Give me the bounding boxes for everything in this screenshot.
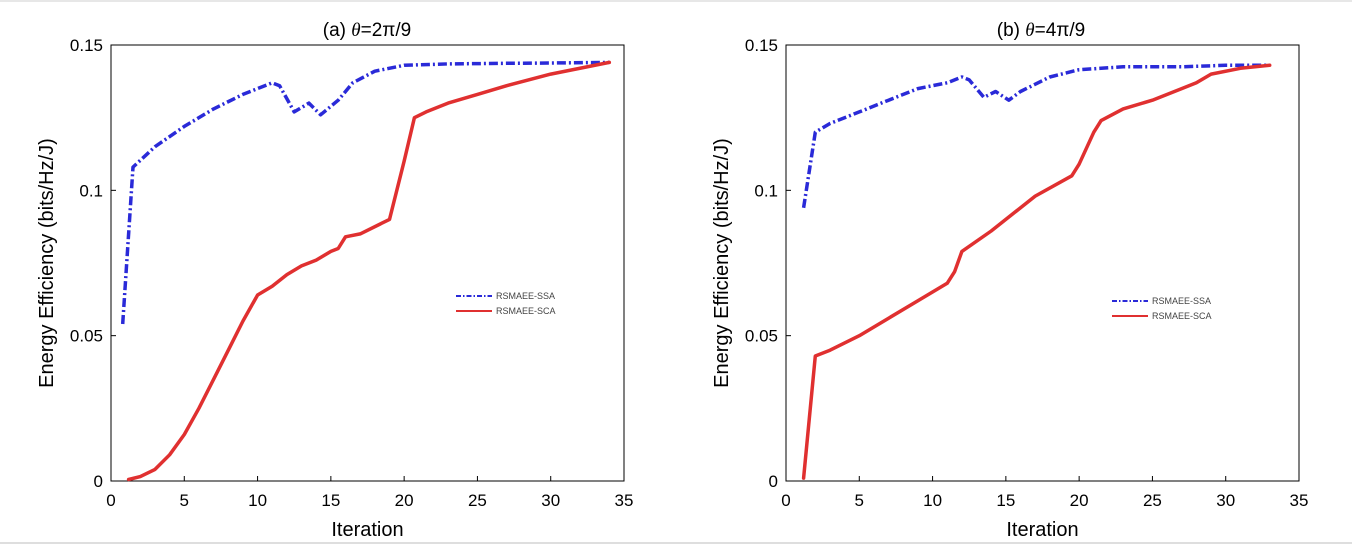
title-symbol: θ bbox=[1025, 20, 1034, 41]
x-tick-label: 5 bbox=[180, 491, 189, 510]
legend: RSMAEE-SSA RSMAEE-SCA bbox=[456, 291, 556, 316]
x-tick-label: 30 bbox=[541, 491, 560, 510]
legend-label: RSMAEE-SSA bbox=[496, 291, 555, 301]
chart-title: (a) θ=2π/9 bbox=[323, 20, 411, 41]
legend-label: RSMAEE-SCA bbox=[496, 306, 556, 316]
x-tick-label: 20 bbox=[395, 491, 414, 510]
x-tick-label: 0 bbox=[781, 491, 790, 510]
legend-label: RSMAEE-SSA bbox=[1152, 296, 1211, 306]
x-tick-label: 10 bbox=[248, 491, 267, 510]
plot-area bbox=[110, 44, 625, 482]
x-tick-label: 20 bbox=[1070, 491, 1089, 510]
x-tick-label: 25 bbox=[1143, 491, 1162, 510]
series-line-rsmaee-ssa bbox=[801, 63, 1270, 209]
x-tick-label: 25 bbox=[468, 491, 487, 510]
series-line-rsmaee-ssa bbox=[120, 60, 610, 325]
x-tick-label: 5 bbox=[855, 491, 864, 510]
series-line-rsmaee-sca bbox=[801, 63, 1272, 480]
x-tick-label: 10 bbox=[923, 491, 942, 510]
title-prefix: (a) bbox=[323, 20, 352, 41]
chart-b: 0 5 10 15 20 25 30 35 0 0.05 0.1 0.15 Iteration Energ… bbox=[711, 20, 1308, 541]
title-symbol: θ bbox=[351, 20, 360, 41]
chart-title: (b) θ=4π/9 bbox=[997, 20, 1085, 41]
legend-label: RSMAEE-SCA bbox=[1152, 311, 1212, 321]
y-tick-label: 0 bbox=[769, 472, 778, 491]
plot-area bbox=[785, 44, 1300, 482]
x-axis-label: Iteration bbox=[331, 519, 403, 541]
y-tick-label: 0 bbox=[94, 472, 103, 491]
x-tick-label: 15 bbox=[321, 491, 340, 510]
x-tick-label: 30 bbox=[1216, 491, 1235, 510]
y-tick-label: 0.05 bbox=[70, 327, 103, 346]
y-tick-label: 0.05 bbox=[745, 327, 778, 346]
chart-a: 0 5 10 15 20 25 30 35 0 0.05 0.1 0.15 Iteration Energ… bbox=[36, 20, 633, 541]
y-tick-label: 0.15 bbox=[745, 36, 778, 55]
x-tick-label: 15 bbox=[996, 491, 1015, 510]
y-axis-label: Energy Efficiency (bits/Hz/J) bbox=[711, 138, 733, 388]
title-value: =4π/9 bbox=[1035, 20, 1086, 41]
y-tick-label: 0.1 bbox=[79, 181, 103, 200]
x-tick-label: 35 bbox=[1290, 491, 1309, 510]
y-tick-label: 0.1 bbox=[754, 181, 778, 200]
x-tick-label: 35 bbox=[615, 491, 634, 510]
title-value: =2π/9 bbox=[361, 20, 412, 41]
title-prefix: (b) bbox=[997, 20, 1026, 41]
legend: RSMAEE-SSA RSMAEE-SCA bbox=[1112, 296, 1212, 321]
y-tick-label: 0.15 bbox=[70, 36, 103, 55]
x-axis-label: Iteration bbox=[1006, 519, 1078, 541]
y-axis-label: Energy Efficiency (bits/Hz/J) bbox=[36, 138, 58, 388]
series-line-rsmaee-sca bbox=[126, 60, 612, 482]
x-tick-label: 0 bbox=[106, 491, 115, 510]
